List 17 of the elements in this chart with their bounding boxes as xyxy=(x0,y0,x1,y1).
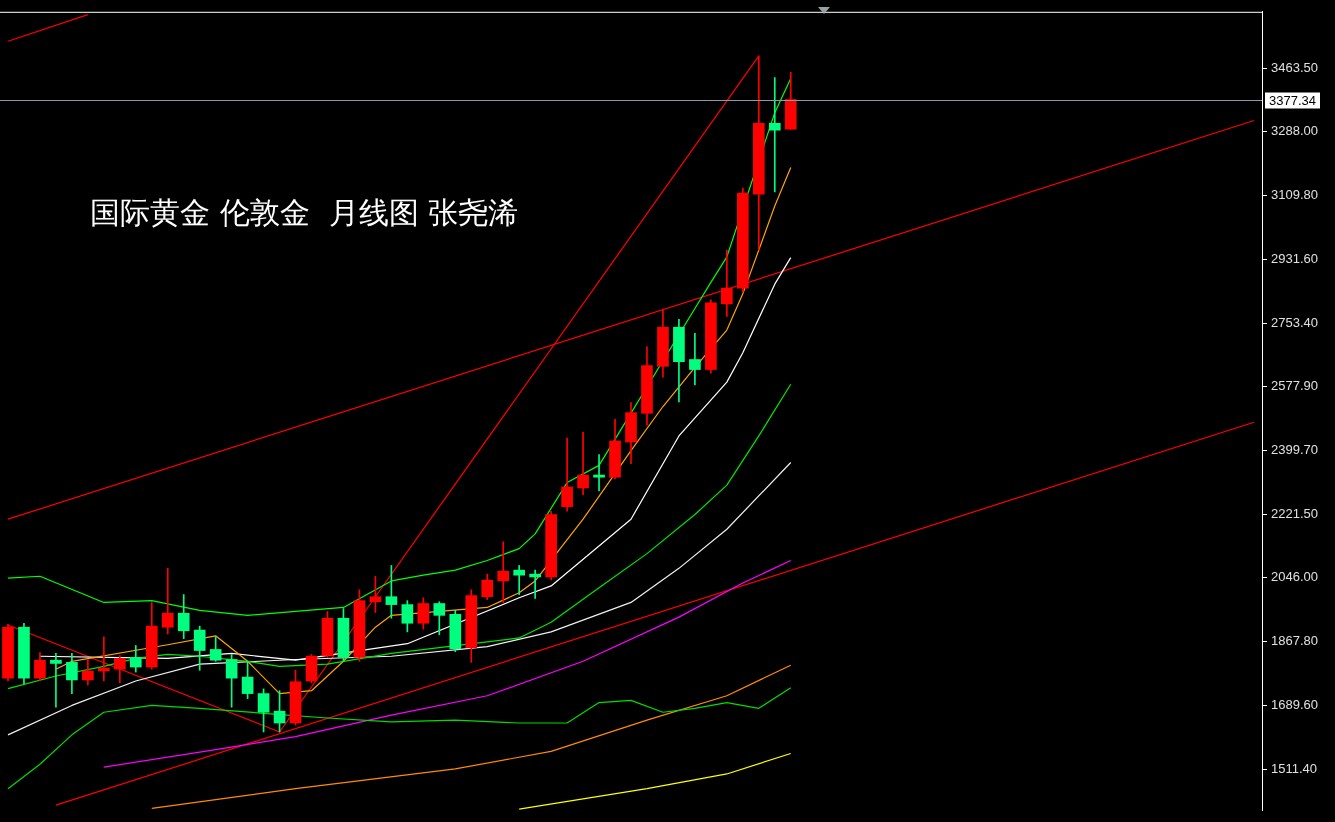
y-tick-label: 2221.50 xyxy=(1271,505,1318,521)
y-tick-label: 2399.70 xyxy=(1271,441,1318,457)
text: 国际黄金 伦敦金 月线图 张尧浠 xyxy=(90,194,519,230)
y-tick-label: 2577.90 xyxy=(1271,378,1318,394)
y-tick-label: 3109.80 xyxy=(1271,187,1318,203)
candlestick xyxy=(768,77,781,193)
y-tick-label: 3288.00 xyxy=(1271,123,1318,139)
candlestick xyxy=(113,655,126,684)
y-tick-label: 2931.60 xyxy=(1271,251,1318,267)
y-tick-label: 3463.50 xyxy=(1271,60,1318,76)
y-tick-label: 1867.80 xyxy=(1271,632,1318,648)
y-tick-label: 1689.60 xyxy=(1271,696,1318,712)
candlestick xyxy=(593,454,605,492)
ref-line-label: 3377.34 xyxy=(1269,93,1316,109)
y-tick-label: 2753.40 xyxy=(1271,315,1318,331)
y-tick-label: 1511.40 xyxy=(1271,760,1318,776)
y-tick-label: 2046.00 xyxy=(1271,568,1318,584)
